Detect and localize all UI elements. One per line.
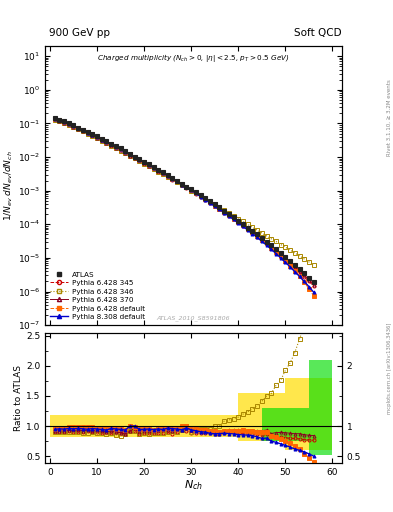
Text: Soft QCD: Soft QCD [294,28,342,38]
Text: mcplots.cern.ch [arXiv:1306.3436]: mcplots.cern.ch [arXiv:1306.3436] [387,323,392,414]
Y-axis label: $1/N_{ev}\; dN_{ev}/dN_{ch}$: $1/N_{ev}\; dN_{ev}/dN_{ch}$ [2,151,15,221]
Legend: ATLAS, Pythia 6.428 345, Pythia 6.428 346, Pythia 6.428 370, Pythia 6.428 defaul: ATLAS, Pythia 6.428 345, Pythia 6.428 34… [48,268,148,323]
Text: Charged multiplicity ($N_{ch} > 0$, $|\eta| < 2.5$, $p_T > 0.5$ GeV): Charged multiplicity ($N_{ch} > 0$, $|\e… [97,52,290,63]
Y-axis label: Ratio to ATLAS: Ratio to ATLAS [14,365,23,431]
Text: Rivet 3.1.10, ≥ 3.2M events: Rivet 3.1.10, ≥ 3.2M events [387,79,392,156]
Text: 900 GeV pp: 900 GeV pp [49,28,110,38]
Text: ATLAS_2010_S8591806: ATLAS_2010_S8591806 [157,315,230,321]
X-axis label: $N_{ch}$: $N_{ch}$ [184,479,203,493]
